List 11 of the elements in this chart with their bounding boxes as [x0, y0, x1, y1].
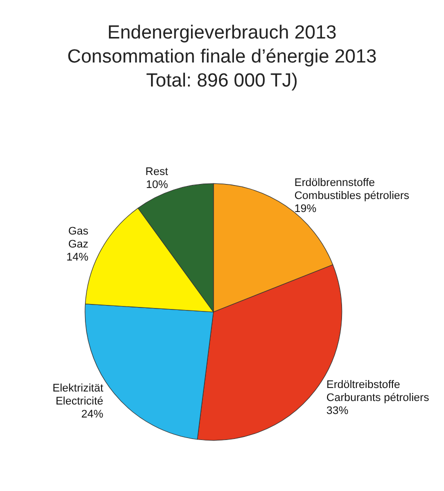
data-label: 24% [81, 408, 104, 420]
data-label: 19% [294, 202, 317, 215]
data-label: 33% [326, 405, 349, 418]
chart-title: Endenergieverbrauch 2013 Consommation finale d’énergie 2013 Total: 896 000 TJ) [67, 22, 377, 92]
slice-label: Elektrizität Electricité [52, 382, 104, 408]
data-label: 10% [146, 178, 168, 191]
slice-label: Erdölbrennstoffe Combustibles pétroliers [294, 176, 410, 202]
slice-label: Rest [145, 166, 168, 178]
slice-label: Gas Gaz [68, 225, 89, 250]
data-label: 14% [66, 251, 89, 264]
slice-label: Erdöltreibstoffe Carburants pétroliers [326, 379, 430, 404]
